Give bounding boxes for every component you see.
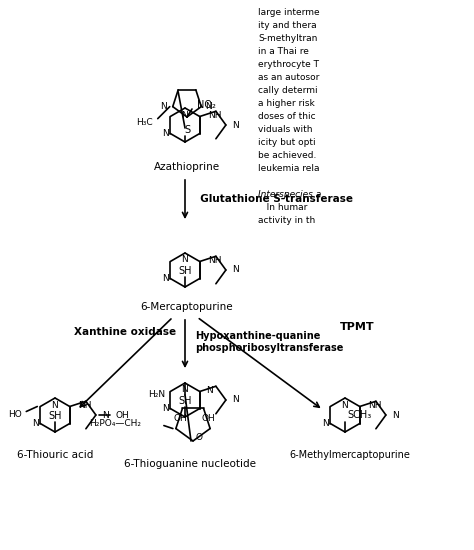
Text: OH: OH	[173, 414, 187, 423]
Text: H₂PO₄—CH₂: H₂PO₄—CH₂	[89, 419, 141, 428]
Text: cally determi: cally determi	[258, 86, 318, 95]
Text: a higher risk: a higher risk	[258, 99, 315, 108]
Text: Interspecies a: Interspecies a	[258, 190, 321, 199]
Text: N: N	[162, 404, 169, 413]
Text: 6-Thiouric acid: 6-Thiouric acid	[17, 450, 93, 460]
Text: icity but opti: icity but opti	[258, 138, 316, 147]
Text: leukemia rela: leukemia rela	[258, 164, 319, 173]
Text: N: N	[162, 129, 169, 138]
Text: activity in th: activity in th	[258, 216, 315, 225]
Text: N: N	[182, 386, 188, 394]
Text: N: N	[32, 419, 39, 428]
Text: viduals with: viduals with	[258, 125, 312, 134]
Text: ity and thera: ity and thera	[258, 21, 317, 30]
Text: N: N	[182, 256, 188, 265]
Text: H₃C: H₃C	[136, 118, 153, 127]
Text: erythrocyte T: erythrocyte T	[258, 60, 319, 69]
Text: N: N	[160, 102, 167, 111]
Text: N: N	[232, 266, 238, 274]
Text: N: N	[205, 102, 212, 111]
Text: N: N	[232, 395, 238, 404]
Text: OH: OH	[202, 414, 216, 423]
Text: NH: NH	[368, 401, 381, 410]
Text: SH: SH	[178, 396, 192, 406]
Text: TPMT: TPMT	[340, 322, 374, 332]
Text: Xanthine oxidase: Xanthine oxidase	[74, 327, 176, 337]
Text: N: N	[342, 400, 348, 410]
Text: OH: OH	[116, 410, 129, 420]
Text: N: N	[102, 410, 109, 420]
Text: Glutathione S-transferase: Glutathione S-transferase	[193, 195, 353, 205]
Text: in a Thai re: in a Thai re	[258, 47, 309, 56]
Text: 6-Thioguanine nucleotide: 6-Thioguanine nucleotide	[124, 459, 256, 469]
Text: NH: NH	[78, 401, 91, 410]
Text: H₂N: H₂N	[148, 390, 165, 399]
Text: N: N	[392, 410, 399, 420]
Text: 6-Mercaptopurine: 6-Mercaptopurine	[141, 302, 233, 312]
Text: N: N	[206, 386, 212, 395]
Text: doses of thic: doses of thic	[258, 112, 316, 121]
Text: SCH₃: SCH₃	[347, 410, 371, 420]
Text: In humar: In humar	[258, 203, 307, 212]
Text: NH: NH	[208, 256, 221, 265]
Text: NH: NH	[208, 111, 221, 120]
Text: Azathioprine: Azathioprine	[154, 162, 220, 172]
Text: as an autosor: as an autosor	[258, 73, 319, 82]
Text: N: N	[322, 419, 328, 428]
Text: 6-Methylmercaptopurine: 6-Methylmercaptopurine	[290, 450, 410, 460]
Text: N: N	[232, 120, 238, 129]
Text: large interme: large interme	[258, 8, 319, 17]
Text: NO₂: NO₂	[197, 100, 216, 110]
Text: O: O	[195, 432, 202, 442]
Text: SH: SH	[48, 411, 62, 421]
Text: N: N	[52, 400, 58, 410]
Text: SH: SH	[178, 266, 192, 276]
Text: N: N	[182, 111, 188, 119]
Text: HO: HO	[9, 410, 22, 419]
Text: Hypoxanthine-quanine
phosphoribosyltransferase: Hypoxanthine-quanine phosphoribosyltrans…	[195, 331, 343, 353]
Text: be achieved.: be achieved.	[258, 151, 316, 160]
Text: S-methyltran: S-methyltran	[258, 34, 318, 43]
Text: S: S	[184, 125, 190, 135]
Text: N: N	[162, 274, 169, 283]
